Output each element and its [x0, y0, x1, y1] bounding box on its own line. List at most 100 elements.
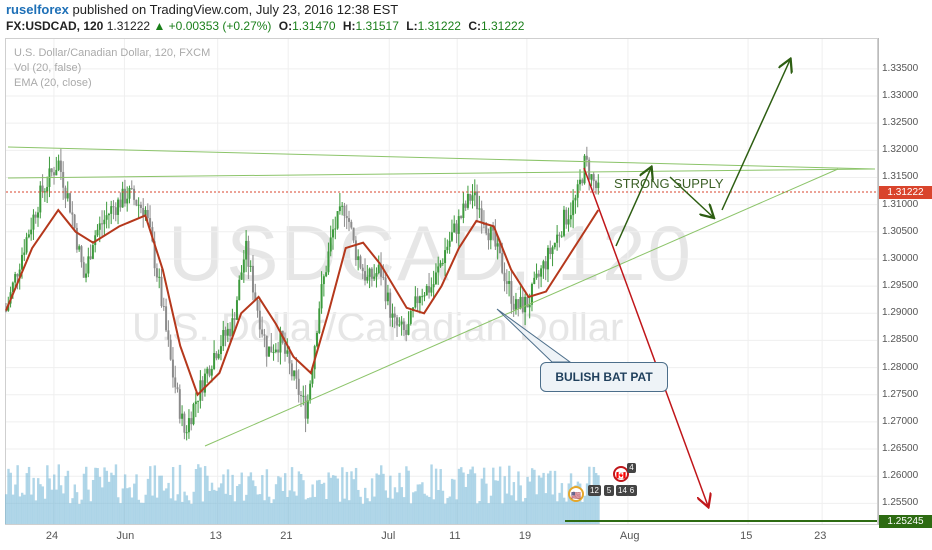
candle-body: [213, 353, 216, 369]
candle-body: [558, 234, 561, 236]
volume-bar: [306, 498, 310, 524]
candle-body: [418, 296, 421, 304]
volume-bar: [375, 473, 378, 524]
symbol-label[interactable]: FX:USDCAD, 120: [6, 19, 104, 33]
bullish-bat-callout[interactable]: BULISH BAT PAT: [540, 362, 668, 392]
candle-body: [149, 218, 152, 228]
candle-body: [229, 328, 232, 337]
volume-bar: [389, 475, 392, 524]
volume-bar: [39, 484, 42, 524]
volume-bar: [27, 466, 31, 524]
published-text: published on TradingView.com, July 23, 2…: [72, 2, 399, 17]
volume-bar: [80, 499, 83, 524]
volume-bar: [215, 490, 218, 524]
candle-body: [256, 300, 259, 311]
candle-body: [69, 193, 72, 213]
event-badge-4: 4: [627, 463, 636, 473]
volume-bar: [345, 471, 349, 524]
volume-bar: [482, 467, 486, 524]
candle-body: [528, 304, 531, 308]
volume-bar: [437, 490, 440, 524]
volume-bar: [416, 484, 420, 524]
volume-bar: [489, 495, 493, 524]
candle-body: [235, 300, 238, 320]
volume-bar: [439, 469, 442, 524]
volume-bar: [48, 478, 51, 524]
candle-body: [171, 359, 174, 378]
candle-body: [176, 387, 179, 390]
volume-bar: [96, 468, 99, 524]
volume-bar: [256, 494, 259, 524]
price-tick: 1.32500: [882, 117, 919, 129]
legend-ema[interactable]: EMA (20, close): [14, 77, 92, 89]
volume-bar: [254, 486, 257, 524]
volume-bar: [334, 475, 337, 524]
volume-bar: [229, 495, 232, 524]
plot-area[interactable]: [5, 38, 878, 525]
candle-body: [277, 349, 280, 353]
price-axis[interactable]: [878, 38, 932, 525]
volume-bar: [146, 478, 150, 524]
volume-bar: [185, 495, 189, 524]
volume-bar: [398, 472, 401, 524]
volume-bar: [281, 490, 285, 524]
candle-body: [471, 195, 474, 201]
volume-bar: [267, 496, 271, 524]
candle-body: [135, 199, 138, 206]
candle-body: [206, 368, 209, 374]
legend-title[interactable]: U.S. Dollar/Canadian Dollar, 120, FXCM: [14, 47, 211, 59]
candle-body: [311, 369, 314, 384]
candle-body: [71, 212, 74, 215]
candle-body: [233, 318, 236, 320]
price-tick: 1.27000: [882, 415, 919, 427]
candle-body: [128, 188, 131, 199]
us-event-icon[interactable]: 🇺🇸: [568, 486, 584, 502]
candle-body: [521, 296, 524, 313]
candle-body: [329, 237, 332, 252]
volume-bar: [316, 480, 319, 524]
volume-bar: [455, 499, 458, 524]
volume-bar: [304, 499, 307, 524]
volume-bar: [373, 496, 376, 524]
candle-body: [501, 253, 504, 273]
volume-bar: [444, 503, 447, 524]
volume-bar: [311, 484, 314, 524]
volume-bar: [423, 493, 426, 524]
volume-bar: [466, 473, 470, 524]
volume-bar: [199, 467, 202, 524]
candle-body: [199, 380, 202, 401]
candle-body: [130, 188, 133, 190]
volume-bar: [240, 472, 243, 524]
volume-bar: [441, 490, 445, 524]
price-tick: 1.27500: [882, 388, 919, 400]
candle-body: [14, 274, 17, 283]
candle-body: [466, 193, 469, 208]
volume-bar: [430, 464, 433, 524]
candle-body: [480, 208, 483, 224]
volume-bar: [418, 484, 422, 524]
time-tick: Jun: [116, 530, 135, 542]
candle-body: [446, 246, 449, 251]
volume-bar: [176, 494, 179, 524]
candle-body: [23, 252, 26, 255]
volume-bar: [299, 473, 303, 524]
volume-bar: [181, 501, 184, 524]
volume-bar: [341, 467, 344, 524]
candle-body: [487, 233, 490, 241]
author-link[interactable]: ruselforex: [6, 2, 69, 17]
time-tick: 13: [209, 530, 222, 542]
volume-bar: [121, 488, 125, 524]
legend-volume[interactable]: Vol (20, false): [14, 62, 82, 74]
volume-bar: [98, 476, 102, 524]
volume-bar: [59, 485, 63, 524]
candle-body: [416, 296, 419, 304]
support-price-tag: 1.25245: [879, 515, 932, 528]
volume-bar: [382, 473, 385, 524]
candle-body: [215, 353, 218, 359]
volume-bar: [597, 475, 600, 524]
time-axis[interactable]: [5, 525, 878, 550]
volume-bar: [53, 474, 56, 524]
canada-event-icon[interactable]: 🇨🇦: [613, 466, 629, 482]
candle-body: [263, 334, 266, 336]
